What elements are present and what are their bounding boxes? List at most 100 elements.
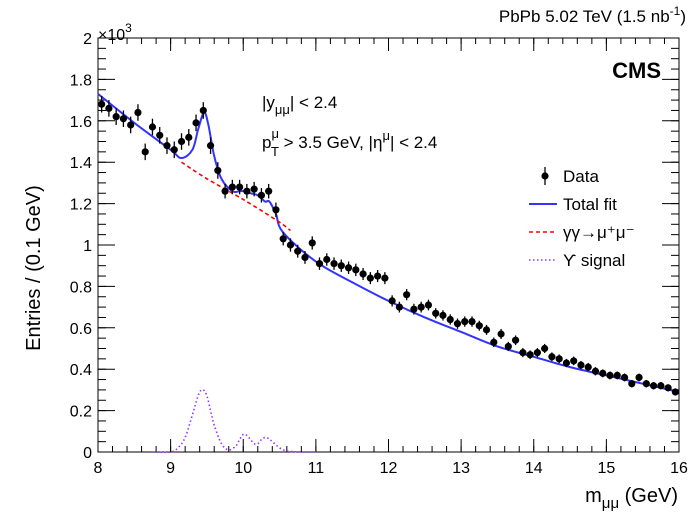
x-tick-label: 10 <box>234 460 252 477</box>
data-point <box>649 382 658 390</box>
y-tick-label: 1.6 <box>70 114 92 131</box>
y-tick-label: 1.4 <box>70 155 92 172</box>
data-point <box>417 303 425 311</box>
legend-entry-label: γγ→μ⁺μ⁻ <box>563 223 635 242</box>
data-point <box>344 264 353 272</box>
data-point <box>337 262 345 270</box>
legend-entry-label: ϒ signal <box>563 251 625 270</box>
data-point <box>323 255 331 264</box>
plot-border <box>97 37 680 453</box>
data-point <box>221 187 229 195</box>
data-point <box>533 349 541 357</box>
data-point <box>671 388 679 396</box>
x-tick-label: 11 <box>308 460 325 477</box>
data-point <box>424 301 433 309</box>
data-point <box>497 330 505 338</box>
y-tick-label: 0 <box>83 445 92 462</box>
data-point <box>432 309 440 317</box>
data-point <box>98 100 106 108</box>
data-point <box>570 357 578 365</box>
data-point <box>555 355 563 363</box>
data-point <box>206 142 215 150</box>
data-point <box>177 137 186 146</box>
data-point <box>453 320 462 328</box>
data-point <box>112 113 120 121</box>
data-point <box>482 326 491 334</box>
data-point <box>214 166 222 175</box>
data-point <box>511 336 520 344</box>
data-point <box>577 361 585 369</box>
data-point <box>613 371 621 380</box>
y-tick-label: 1.8 <box>70 72 92 89</box>
data-point <box>526 351 534 359</box>
data-point <box>439 311 447 319</box>
y-tick-label: 0.4 <box>70 362 92 379</box>
data-point <box>272 206 280 214</box>
legend-entry-label: Data <box>563 167 599 186</box>
gammagamma-background-line <box>181 161 291 232</box>
data-points <box>98 95 679 396</box>
data-point <box>236 183 244 191</box>
data-point <box>243 187 251 195</box>
data-point <box>584 363 592 371</box>
data-point <box>403 291 411 299</box>
data-point <box>330 260 338 268</box>
data-point <box>192 119 200 127</box>
data-point <box>635 373 643 382</box>
data-point <box>170 146 178 154</box>
x-tick-label: 9 <box>166 460 175 477</box>
data-point <box>620 373 629 382</box>
y-multiplier-label: ×103 <box>98 21 132 44</box>
data-point <box>141 148 149 156</box>
data-point <box>446 315 454 324</box>
data-point <box>156 131 164 139</box>
x-tick-label: 13 <box>452 460 470 477</box>
data-point <box>642 380 650 388</box>
experiment-label: CMS <box>612 58 661 83</box>
data-point <box>127 121 135 129</box>
x-axis-title: mμμ (GeV) <box>585 485 678 512</box>
data-point <box>163 142 171 150</box>
y-tick-label: 2 <box>83 31 92 48</box>
data-point <box>286 241 295 249</box>
data-point <box>410 305 418 313</box>
y-tick-label: 0.8 <box>70 279 92 296</box>
data-point <box>105 104 113 112</box>
legend-entry-label: Total fit <box>563 195 617 214</box>
data-point <box>185 133 193 141</box>
data-point <box>461 317 469 326</box>
x-tick-label: 16 <box>670 460 688 477</box>
data-point <box>504 342 512 351</box>
data-point <box>657 382 665 390</box>
x-tick-label: 14 <box>525 460 543 477</box>
data-point <box>468 317 476 326</box>
data-point <box>308 239 316 247</box>
data-point <box>119 115 128 123</box>
x-tick-label: 15 <box>597 460 615 477</box>
data-point <box>548 353 556 361</box>
data-point <box>628 380 636 388</box>
data-point <box>228 183 236 191</box>
data-point <box>541 344 549 353</box>
data-point <box>591 367 600 375</box>
legend-data-marker <box>541 172 549 180</box>
data-point <box>388 297 396 305</box>
data-point <box>250 185 258 193</box>
y-axis-title: Entries / (0.1 GeV) <box>23 185 45 351</box>
y-tick-label: 1.2 <box>70 197 92 214</box>
legend: Data Total fit γγ→μ⁺μ⁻ ϒ signal <box>529 167 635 270</box>
data-point <box>199 106 207 115</box>
data-point <box>475 322 483 330</box>
annotation-rapidity: |yμμ| < 2.4 <box>262 93 337 117</box>
data-point <box>148 123 157 131</box>
annotation-muon-cuts: pμ T > 3.5 GeV, |ημ| < 2.4 <box>262 126 437 159</box>
data-point <box>294 247 302 255</box>
data-point <box>366 274 374 282</box>
data-point <box>374 272 382 280</box>
x-tick-label: 8 <box>94 460 103 477</box>
data-point <box>352 266 360 274</box>
y-tick-label: 0.6 <box>70 321 92 338</box>
data-point <box>562 359 571 367</box>
x-tick-label: 12 <box>380 460 398 477</box>
